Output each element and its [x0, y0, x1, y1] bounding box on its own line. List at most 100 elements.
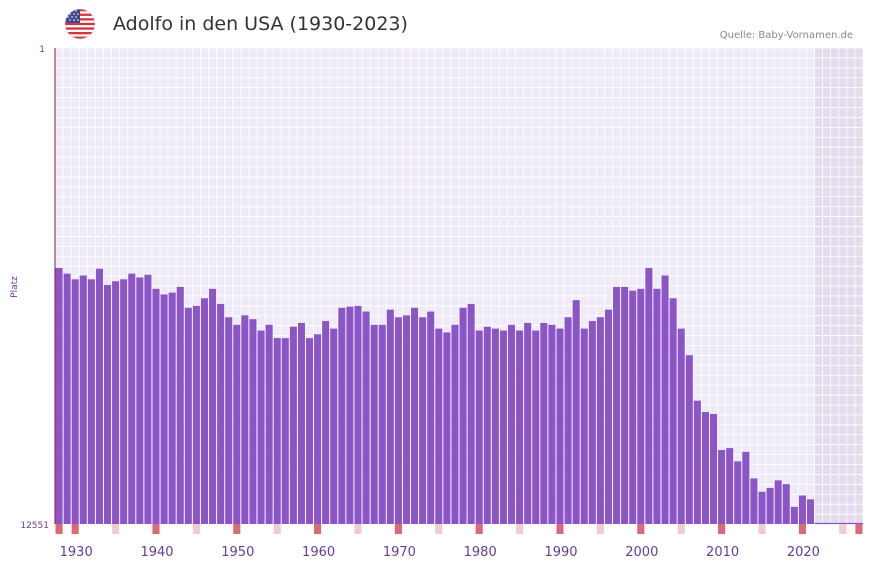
- marker-1975: [435, 524, 443, 534]
- bar-1944: [184, 307, 192, 524]
- marker-2020: [798, 524, 806, 534]
- bar-1969: [386, 309, 394, 524]
- bar-1992: [572, 300, 580, 524]
- chart-title: Adolfo in den USA (1930-2023): [113, 13, 408, 35]
- bar-2021: [806, 499, 815, 524]
- bar-1953: [257, 330, 265, 524]
- x-tick-1930: 1930: [60, 545, 93, 560]
- grid: [54, 47, 864, 525]
- bar-1979: [467, 303, 475, 524]
- bar-2000: [637, 288, 645, 524]
- x-tick-1980: 1980: [464, 545, 497, 560]
- bar-1999: [629, 290, 637, 524]
- bar-1965: [354, 305, 362, 524]
- bar-2012: [734, 461, 742, 524]
- bar-1981: [483, 326, 491, 524]
- source-credit: Quelle: Baby-Vornamen.de: [719, 30, 853, 41]
- bar-1984: [507, 324, 516, 524]
- bar-1955: [273, 338, 281, 524]
- bar-1975: [435, 328, 443, 524]
- bar-1972: [411, 307, 419, 524]
- marker-1950: [233, 524, 241, 534]
- bar-1968: [378, 324, 386, 524]
- bar-1998: [621, 286, 629, 524]
- marker-2005: [677, 524, 685, 534]
- bar-2020: [798, 495, 806, 524]
- bar-1988: [540, 322, 548, 524]
- bar-1957: [289, 326, 297, 524]
- bar-2007: [693, 400, 701, 524]
- bar-2013: [742, 451, 750, 524]
- marker-1965: [354, 524, 362, 534]
- bar-2005: [677, 328, 685, 524]
- bar-1935: [112, 281, 120, 524]
- x-tick-1960: 1960: [302, 545, 335, 560]
- bar-1983: [499, 330, 507, 524]
- x-tick-2020: 2020: [787, 545, 820, 560]
- bar-2018: [782, 484, 790, 524]
- marker-1985: [516, 524, 524, 534]
- bar-1937: [128, 273, 136, 524]
- bar-2006: [685, 355, 693, 524]
- x-tick-labels: 1930 1940 1950 1960 1970 1980 1990 2000 2010 2020: [60, 545, 820, 560]
- bar-1996: [604, 309, 613, 524]
- bar-1973: [419, 317, 427, 524]
- marker-2000: [637, 524, 645, 534]
- bar-1974: [427, 311, 435, 524]
- bar-1995: [596, 317, 604, 524]
- bar-1956: [281, 338, 289, 524]
- marker-1970: [394, 524, 402, 534]
- bar-1929: [63, 273, 71, 524]
- us-flag-icon: [64, 8, 96, 40]
- x-tick-1990: 1990: [544, 545, 577, 560]
- marker-1945: [192, 524, 200, 534]
- bar-1987: [532, 330, 540, 524]
- bar-1928: [55, 267, 63, 524]
- bar-1939: [144, 274, 152, 524]
- bar-2003: [661, 275, 669, 524]
- bar-1943: [176, 286, 184, 524]
- marker-1940: [152, 524, 160, 534]
- bar-2004: [669, 298, 677, 524]
- marker-1990: [556, 524, 564, 534]
- bar-1994: [588, 321, 596, 524]
- bar-2014: [750, 478, 758, 524]
- bar-1990: [556, 328, 564, 524]
- bar-1964: [346, 306, 354, 524]
- bar-1971: [402, 315, 411, 524]
- x-tick-2010: 2010: [706, 545, 739, 560]
- bar-2001: [645, 267, 653, 524]
- bar-1930: [71, 279, 79, 524]
- bar-1941: [160, 294, 168, 524]
- bar-1934: [103, 285, 112, 524]
- bar-1958: [297, 322, 305, 524]
- bar-1948: [217, 303, 225, 524]
- bar-2017: [774, 480, 782, 524]
- marker-2010: [718, 524, 726, 534]
- bar-1945: [192, 305, 200, 524]
- marker-1980: [475, 524, 483, 534]
- y-top-label: 1: [39, 45, 45, 55]
- marker-1960: [314, 524, 322, 534]
- bar-2010: [718, 450, 726, 524]
- bar-1978: [459, 307, 467, 524]
- bar-1962: [330, 328, 338, 524]
- bar-2019: [790, 506, 798, 524]
- bar-1933: [95, 268, 103, 524]
- x-tick-1950: 1950: [221, 545, 254, 560]
- bar-1991: [564, 317, 572, 524]
- marker-2025: [839, 524, 847, 534]
- bars: [55, 267, 863, 525]
- header: Adolfo in den USA (1930-2023) Quelle: Ba…: [0, 0, 873, 48]
- bar-1940: [152, 288, 160, 524]
- x-tick-1940: 1940: [140, 545, 173, 560]
- bar-2015: [758, 491, 766, 524]
- bar-1949: [225, 317, 233, 524]
- bar-1960: [314, 334, 322, 524]
- bar-1961: [322, 321, 330, 524]
- marker-1935: [112, 524, 120, 534]
- bar-1997: [613, 286, 621, 524]
- marker-end: [855, 524, 863, 534]
- bar-1951: [241, 315, 249, 524]
- bar-1980: [475, 330, 483, 524]
